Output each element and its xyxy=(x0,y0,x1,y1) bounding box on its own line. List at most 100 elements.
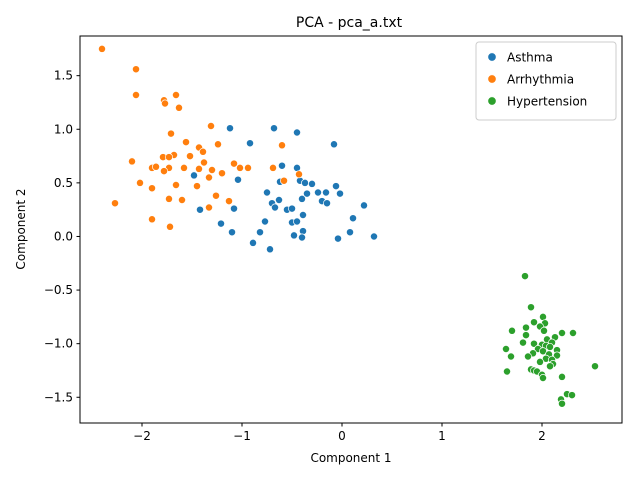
scatter-point xyxy=(558,372,566,381)
scatter-point xyxy=(370,232,378,241)
scatter-point xyxy=(186,152,194,161)
scatter-point xyxy=(172,91,180,99)
x-tick-label: −2 xyxy=(133,429,151,443)
scatter-point xyxy=(290,231,298,240)
scatter-point xyxy=(166,222,174,231)
legend-marker xyxy=(487,96,497,106)
scatter-point xyxy=(546,362,554,371)
scatter-point xyxy=(299,211,307,219)
scatter-point xyxy=(230,204,238,213)
series-asthma xyxy=(190,124,378,254)
scatter-point xyxy=(298,233,306,242)
legend-box xyxy=(475,41,617,121)
y-tick-label: −1.0 xyxy=(44,337,73,351)
scatter-point xyxy=(299,227,307,236)
scatter-point xyxy=(536,357,544,366)
scatter-point xyxy=(199,147,207,156)
y-axis: −1.5 −1.0 −0.5 0.0 0.5 1.0 1.5 xyxy=(44,69,80,404)
y-tick-label: 0.5 xyxy=(54,176,73,190)
scatter-point xyxy=(190,171,198,180)
scatter-point xyxy=(128,157,136,166)
scatter-point xyxy=(261,217,269,226)
y-tick-label: −1.5 xyxy=(44,390,73,404)
scatter-point xyxy=(200,158,208,167)
scatter-point xyxy=(298,194,306,203)
scatter-point xyxy=(193,182,201,191)
scatter-point xyxy=(553,351,561,360)
scatter-point xyxy=(212,191,220,200)
scatter-point xyxy=(225,197,233,206)
scatter-point xyxy=(349,214,357,223)
scatter-point xyxy=(591,362,599,371)
legend-label: Hypertension xyxy=(507,95,587,109)
scatter-point xyxy=(293,128,301,137)
legend: Asthma Arrhythmia Hypertension xyxy=(475,41,617,121)
scatter-point xyxy=(558,399,566,408)
scatter-point xyxy=(539,347,547,356)
scatter-point xyxy=(270,124,278,133)
scatter-point xyxy=(546,342,554,351)
y-tick-label: 1.0 xyxy=(54,122,73,136)
scatter-point xyxy=(527,303,535,312)
scatter-point xyxy=(539,374,547,382)
scatter-point xyxy=(519,338,527,347)
scatter-point xyxy=(132,91,140,99)
scatter-point xyxy=(196,205,204,214)
scatter-point xyxy=(521,272,529,281)
scatter-point xyxy=(98,44,106,53)
scatter-point xyxy=(228,228,236,237)
scatter-point xyxy=(182,138,190,147)
scatter-point xyxy=(503,367,511,376)
scatter-point xyxy=(205,203,213,212)
x-tick-label: 2 xyxy=(538,429,546,443)
scatter-point xyxy=(569,329,577,337)
scatter-point xyxy=(288,204,296,213)
scatter-point xyxy=(180,163,188,172)
scatter-point xyxy=(136,178,144,187)
scatter-point xyxy=(530,339,538,348)
scatter-point xyxy=(508,326,516,335)
scatter-point xyxy=(152,162,160,171)
scatter-point xyxy=(346,228,354,237)
scatter-point xyxy=(332,182,340,191)
scatter-point xyxy=(226,124,234,133)
series-hypertension xyxy=(502,272,599,408)
scatter-point xyxy=(330,140,338,149)
scatter-point xyxy=(271,203,279,212)
chart-title: PCA - pca_a.txt xyxy=(296,15,403,31)
scatter-point xyxy=(322,188,330,197)
scatter-point xyxy=(111,199,119,208)
scatter-point xyxy=(522,323,530,332)
scatter-point xyxy=(295,170,303,179)
scatter-point xyxy=(230,159,238,168)
series-arrhythmia xyxy=(98,44,303,231)
scatter-point xyxy=(172,181,180,189)
scatter-point xyxy=(522,331,530,340)
scatter-point xyxy=(540,326,548,335)
scatter-point xyxy=(263,188,271,197)
scatter-point xyxy=(530,318,538,327)
scatter-point xyxy=(308,179,316,188)
scatter-point xyxy=(207,122,215,130)
scatter-point xyxy=(205,173,213,182)
scatter-point xyxy=(314,188,322,197)
scatter-point xyxy=(558,329,566,337)
x-axis: −2 −1 0 1 2 xyxy=(133,423,546,443)
scatter-point xyxy=(218,169,226,178)
scatter-point xyxy=(502,345,510,353)
scatter-point xyxy=(175,103,183,112)
legend-label: Asthma xyxy=(507,51,553,65)
scatter-point xyxy=(524,352,532,361)
scatter-point xyxy=(195,164,203,173)
scatter-point xyxy=(208,166,216,174)
scatter-point xyxy=(165,194,173,203)
y-tick-label: 1.5 xyxy=(54,69,73,83)
legend-label: Arrhythmia xyxy=(507,73,574,87)
scatter-point xyxy=(303,189,311,198)
scatter-point xyxy=(275,196,283,204)
points-layer xyxy=(98,44,599,408)
scatter-point xyxy=(301,178,309,187)
scatter-point xyxy=(217,219,225,228)
scatter-point xyxy=(148,184,156,193)
